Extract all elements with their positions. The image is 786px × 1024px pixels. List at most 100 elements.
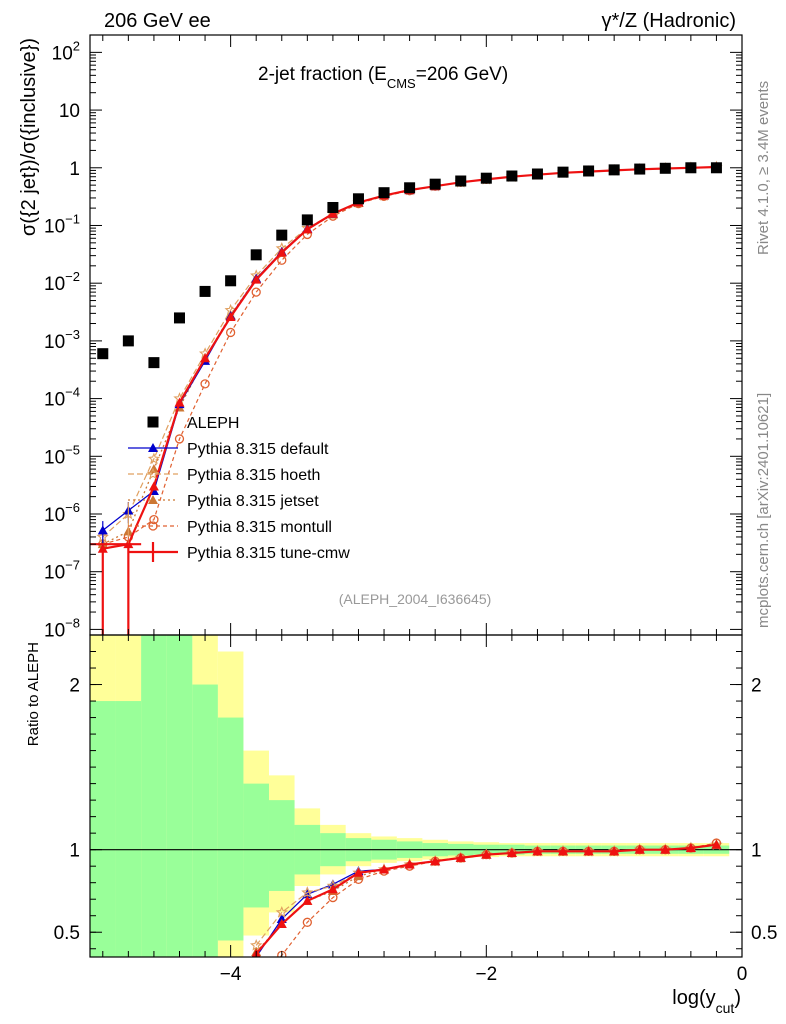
top-y-tick-exp: −1 bbox=[65, 211, 80, 226]
top-y-tick-exp: −8 bbox=[65, 615, 80, 630]
top-y-tick-label: 10−2 bbox=[44, 269, 80, 295]
axes-group: 10−810−710−610−510−410−310−210−1110102−4… bbox=[44, 35, 777, 985]
marker-data bbox=[710, 162, 722, 174]
x-axis-label: log(ycut) bbox=[672, 987, 741, 1016]
top-y-tick-label: 102 bbox=[52, 38, 80, 64]
ratio-marker-tunecmw bbox=[302, 895, 313, 905]
bottom-y-tick-label-left: 0.5 bbox=[54, 923, 80, 944]
legend-label-data: ALEPH bbox=[187, 415, 239, 432]
marker-montull bbox=[251, 287, 261, 297]
header-left-label: 206 GeV ee bbox=[104, 10, 211, 32]
ratio-marker-tunecmw bbox=[404, 859, 415, 869]
plot-title: 2-jet fraction (ECMS=206 GeV) bbox=[258, 64, 508, 91]
marker-data bbox=[429, 178, 441, 190]
marker-data bbox=[404, 182, 416, 194]
green-band-bin bbox=[243, 783, 269, 908]
top-y-tick-label: 10−3 bbox=[44, 327, 80, 353]
top-y-tick-label: 10−1 bbox=[44, 211, 80, 237]
bottom-y-axis-label: Ratio to ALEPH bbox=[25, 642, 42, 746]
marker-data bbox=[327, 201, 339, 213]
rivet-version-label: Rivet 4.1.0, ≥ 3.4M events bbox=[755, 81, 772, 255]
line-tunecmw bbox=[102, 165, 717, 550]
x-tick-label: 0 bbox=[737, 964, 748, 985]
ratio-uncertainty-bands bbox=[90, 635, 742, 957]
marker-montull bbox=[174, 434, 185, 444]
top-y-tick-exp: −4 bbox=[65, 385, 80, 400]
marker-tunecmw bbox=[302, 224, 313, 234]
top-y-tick-base: 10 bbox=[44, 332, 65, 353]
ratio-marker-tunecmw bbox=[609, 846, 620, 856]
marker-tunecmw bbox=[225, 311, 236, 321]
legend-marker-data bbox=[147, 416, 159, 428]
ratio-marker-montull bbox=[328, 892, 338, 903]
top-y-tick-base: 10 bbox=[44, 216, 65, 237]
marker-montull bbox=[225, 327, 236, 338]
marker-data bbox=[480, 172, 492, 184]
bottom-y-tick-label-left: 1 bbox=[69, 841, 80, 862]
marker-montull bbox=[149, 514, 159, 525]
bottom-panel-frame bbox=[89, 634, 743, 958]
marker-data bbox=[455, 175, 467, 187]
ratio-marker-tunecmw bbox=[634, 844, 645, 854]
plot-title-main: 2-jet fraction (E bbox=[258, 64, 387, 85]
top-y-axis-label: σ({2 jet})/σ({inclusive}) bbox=[18, 38, 40, 236]
marker-data bbox=[122, 335, 134, 347]
top-y-tick-base: 10 bbox=[44, 563, 65, 584]
marker-data bbox=[583, 165, 595, 177]
bottom-y-tick-label-right: 2 bbox=[751, 676, 762, 697]
x-axis-label-sub: cut bbox=[716, 1000, 735, 1016]
line-montull bbox=[102, 166, 717, 545]
marker-data bbox=[225, 275, 237, 287]
marker-tunecmw bbox=[327, 208, 338, 218]
marker-data bbox=[378, 187, 390, 199]
top-y-tick-label: 10−4 bbox=[44, 385, 80, 411]
top-y-tick-base: 10 bbox=[44, 620, 65, 641]
ratio-marker-tunecmw bbox=[558, 846, 569, 856]
marker-data bbox=[531, 168, 543, 180]
top-y-tick-label: 10−6 bbox=[44, 500, 80, 526]
green-band-bin bbox=[268, 800, 295, 891]
marker-data bbox=[301, 214, 313, 226]
analysis-id-label: (ALEPH_2004_I636645) bbox=[339, 591, 492, 607]
legend-label-default: Pythia 8.315 default bbox=[187, 441, 329, 458]
legend-label-jetset: Pythia 8.315 jetset bbox=[187, 493, 319, 510]
legend: ALEPH Pythia 8.315 default Pythia 8.315 ho… bbox=[128, 415, 350, 562]
marker-montull bbox=[200, 379, 210, 389]
x-axis-label-main: log(y bbox=[672, 987, 715, 1009]
top-y-tick-base: 10 bbox=[44, 505, 65, 526]
ratio-marker-tunecmw bbox=[506, 847, 517, 857]
ratio-marker-hoeth bbox=[275, 905, 288, 918]
marker-tunecmw bbox=[200, 353, 211, 363]
ratio-marker-tunecmw bbox=[583, 846, 594, 856]
marker-data bbox=[148, 357, 160, 369]
bottom-y-tick-label-left: 2 bbox=[69, 676, 80, 697]
top-y-tick-base: 10 bbox=[59, 101, 80, 122]
bottom-y-tick-label-right: 0.5 bbox=[751, 923, 777, 944]
marker-data bbox=[352, 193, 364, 205]
plot-title-sub: CMS bbox=[387, 76, 416, 91]
legend-marker-montull bbox=[148, 521, 158, 531]
x-tick-label: −2 bbox=[475, 964, 497, 985]
green-band-bin bbox=[217, 717, 244, 941]
marker-data bbox=[97, 348, 109, 360]
ratio-marker-montull bbox=[302, 917, 312, 927]
marker-data bbox=[659, 162, 671, 174]
ratio-marker-tunecmw bbox=[353, 867, 364, 877]
marker-tunecmw bbox=[276, 247, 287, 257]
mcplots-label: mcplots.cern.ch [arXiv:2401.10621] bbox=[755, 393, 772, 628]
marker-tunecmw bbox=[251, 274, 262, 284]
marker-tunecmw bbox=[97, 543, 108, 553]
green-band-bin bbox=[115, 701, 142, 957]
top-y-tick-base: 10 bbox=[44, 274, 65, 295]
top-y-tick-base: 10 bbox=[52, 43, 73, 64]
top-y-tick-exp: −5 bbox=[65, 442, 80, 457]
top-y-tick-label: 10−7 bbox=[44, 558, 80, 584]
top-series-group bbox=[90, 160, 723, 635]
header-right-label: γ*/Z (Hadronic) bbox=[602, 10, 736, 32]
ratio-marker-tunecmw bbox=[327, 884, 338, 894]
plot-title-tail: =206 GeV) bbox=[416, 64, 508, 85]
ratio-marker-tunecmw bbox=[660, 844, 671, 854]
legend-label-montull: Pythia 8.315 montull bbox=[187, 519, 332, 536]
marker-tunecmw bbox=[174, 397, 185, 407]
